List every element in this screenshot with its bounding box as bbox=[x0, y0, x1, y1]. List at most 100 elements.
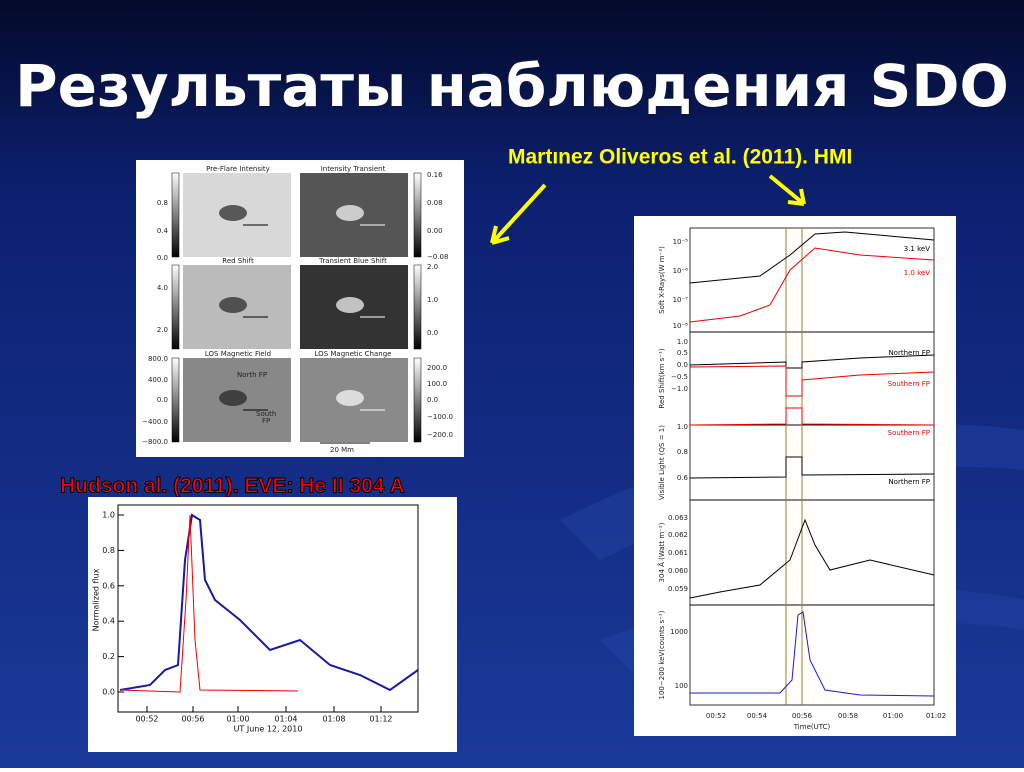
curve bbox=[119, 513, 419, 692]
hmi-feature bbox=[336, 205, 364, 221]
colorbar bbox=[171, 172, 180, 258]
curve bbox=[689, 365, 935, 397]
annotation: South bbox=[256, 410, 276, 418]
y-tick-label: 1.0 bbox=[102, 511, 115, 520]
y-tick-label: 1.0 bbox=[677, 423, 688, 431]
hmi-feature bbox=[336, 390, 364, 406]
scale-label: 0.0 bbox=[157, 254, 168, 262]
x-tick-label: 00:58 bbox=[838, 712, 858, 720]
scale-label: 0.0 bbox=[427, 396, 438, 404]
legend-entry: Southern FP bbox=[888, 429, 930, 437]
y-axis-label: Red Shift(km s⁻¹) bbox=[658, 348, 666, 408]
scale-label: 2.0 bbox=[157, 326, 168, 334]
arrows bbox=[490, 174, 806, 245]
x-tick-label: 01:00 bbox=[226, 715, 249, 724]
y-axis-label: Visible Light (QS = 1) bbox=[658, 425, 666, 500]
caption: Hudson al. (2011). EVE: He II 304 A bbox=[60, 475, 405, 498]
scale-label: −100.0 bbox=[427, 413, 453, 421]
y-axis-label: Normalized flux bbox=[92, 568, 101, 631]
hmi-feature bbox=[219, 297, 247, 313]
x-tick-label: 01:02 bbox=[926, 712, 946, 720]
x-tick-label: 01:12 bbox=[369, 715, 392, 724]
scale-label: 1.0 bbox=[427, 296, 438, 304]
legend-entry: 1.0 keV bbox=[904, 269, 930, 277]
x-axis-label: UT June 12, 2010 bbox=[234, 725, 303, 734]
y-tick-label: 0.0 bbox=[102, 688, 115, 697]
scale-label: 0.0 bbox=[157, 396, 168, 404]
y-tick-label: 0.6 bbox=[102, 581, 115, 590]
scale-label: 2.0 bbox=[427, 263, 438, 271]
curve bbox=[689, 247, 935, 323]
x-tick-label: 01:04 bbox=[274, 715, 297, 724]
annotation: 20 Mm bbox=[330, 446, 354, 454]
scale-label: 0.00 bbox=[427, 227, 443, 235]
scale-label: 200.0 bbox=[427, 364, 447, 372]
scale-label: −200.0 bbox=[427, 431, 453, 439]
x-tick-label: 00:52 bbox=[706, 712, 726, 720]
curve bbox=[689, 231, 935, 284]
scale-label: 0.16 bbox=[427, 171, 443, 179]
curve bbox=[689, 456, 935, 479]
y-tick-label: 10⁻⁵ bbox=[673, 238, 689, 246]
y-tick-label: 10⁻⁶ bbox=[673, 267, 689, 275]
y-tick-label: −1.0 bbox=[671, 385, 688, 393]
scale-label: 0.08 bbox=[427, 199, 443, 207]
scale-label: 0.8 bbox=[157, 199, 168, 207]
panel-frame bbox=[689, 604, 935, 706]
arrow bbox=[768, 174, 806, 206]
y-tick-label: 0.0 bbox=[677, 361, 688, 369]
scale-label: 100.0 bbox=[427, 380, 447, 388]
y-tick-label: 0.061 bbox=[668, 549, 688, 557]
y-tick-label: 0.6 bbox=[677, 474, 689, 482]
y-tick-label: 0.5 bbox=[677, 349, 688, 357]
curve bbox=[690, 611, 935, 697]
colorbar bbox=[413, 264, 422, 350]
hmi-feature bbox=[336, 297, 364, 313]
y-tick-label: 0.063 bbox=[668, 514, 688, 522]
x-tick-label: 00:56 bbox=[181, 715, 204, 724]
curve bbox=[689, 354, 935, 369]
legend-entry: Northern FP bbox=[888, 349, 930, 357]
plot-frame bbox=[117, 504, 419, 713]
curve bbox=[119, 514, 299, 693]
y-tick-label: 1000 bbox=[670, 628, 688, 636]
colorbar bbox=[413, 172, 422, 258]
y-axis-label: Soft X-Rays(W m⁻²) bbox=[658, 246, 666, 314]
colorbar bbox=[171, 264, 180, 350]
y-tick-label: 1.0 bbox=[677, 338, 688, 346]
y-tick-label: 0.059 bbox=[668, 585, 688, 593]
scale-label: 0.4 bbox=[157, 227, 169, 235]
x-tick-label: 01:08 bbox=[322, 715, 345, 724]
scale-label: −800.0 bbox=[142, 438, 168, 446]
x-tick-label: 00:52 bbox=[135, 715, 158, 724]
hmi-panel-label: Intensity Transient bbox=[321, 165, 386, 173]
caption: Martınez Oliveros et al. (2011). HMI bbox=[508, 146, 852, 169]
scale-label: 0.0 bbox=[427, 329, 438, 337]
y-tick-label: 0.8 bbox=[677, 448, 688, 456]
y-tick-label: 0.8 bbox=[102, 546, 115, 555]
legend-entry: 3.1 keV bbox=[904, 245, 930, 253]
y-tick-label: 10⁻⁸ bbox=[673, 322, 689, 330]
y-tick-label: 0.062 bbox=[668, 531, 688, 539]
scale-label: 400.0 bbox=[148, 376, 168, 384]
x-tick-label: 00:56 bbox=[792, 712, 813, 720]
y-axis-label: 100−200 keV(counts s⁻¹) bbox=[658, 610, 666, 699]
y-tick-label: 100 bbox=[675, 682, 688, 690]
hmi-feature bbox=[219, 205, 247, 221]
curve bbox=[689, 407, 935, 426]
colorbar bbox=[171, 357, 180, 443]
hmi-feature bbox=[219, 390, 247, 406]
hmi-panel-label: Pre-Flare Intensity bbox=[206, 165, 270, 173]
hmi-panel-label: Transient Blue Shift bbox=[318, 257, 387, 265]
annotation: FP bbox=[262, 417, 270, 425]
y-tick-label: 10⁻⁷ bbox=[673, 296, 689, 304]
annotation: North FP bbox=[237, 371, 267, 379]
scale-label: −0.08 bbox=[427, 253, 448, 261]
y-axis-label: 304 Å (Watt m⁻²) bbox=[657, 522, 666, 582]
curve bbox=[689, 518, 935, 599]
y-tick-label: −0.5 bbox=[671, 373, 688, 381]
legend-entry: Northern FP bbox=[888, 478, 930, 486]
x-axis-label: Time(UTC) bbox=[793, 723, 831, 731]
